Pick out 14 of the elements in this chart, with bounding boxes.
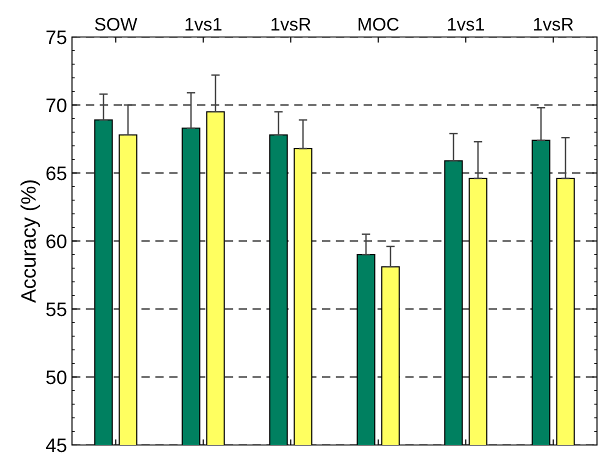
y-tick-label: 75: [46, 30, 66, 44]
y-tick-label: 50: [46, 370, 66, 384]
y-tick-label: 70: [46, 98, 66, 112]
x-tick-label: 1vs1: [448, 18, 484, 31]
y-tick-label: 55: [46, 302, 66, 316]
x-tick-label: 1vs1: [186, 18, 222, 31]
y-tick-label: 45: [46, 438, 66, 452]
y-axis-title: Accuracy (%): [20, 180, 40, 303]
y-tick-label: 60: [46, 234, 66, 248]
x-tick-label: MOC: [358, 18, 399, 31]
x-tick-label: SOW: [95, 18, 138, 31]
x-tick-label: 1vsR: [534, 18, 573, 31]
x-tick-label: 1vsR: [272, 18, 310, 31]
y-tick-label: 65: [46, 166, 66, 180]
